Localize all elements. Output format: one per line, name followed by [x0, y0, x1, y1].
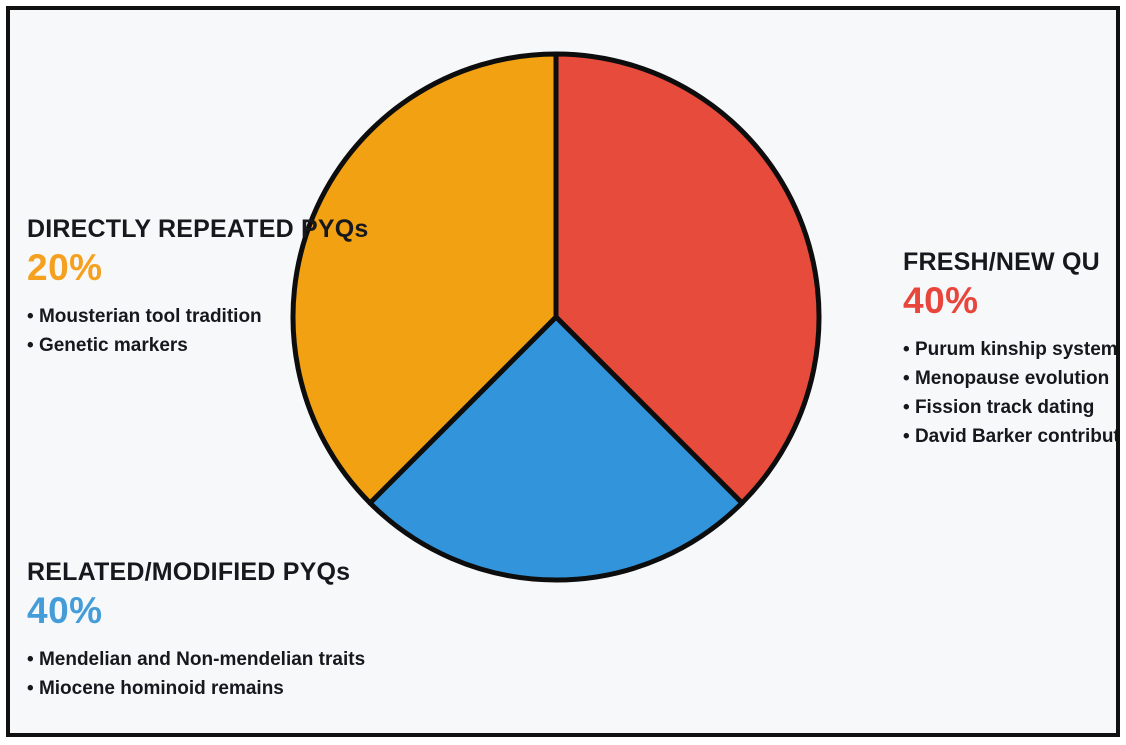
bullet-item: Mendelian and Non-mendelian traits — [27, 645, 365, 674]
slice-bullet-list: Mendelian and Non-mendelian traits Mioce… — [27, 645, 365, 703]
pie-slice-related-modified-pyqs — [367, 314, 745, 583]
pie-slice-fresh-new-questions — [553, 51, 822, 506]
slice-bullet-list: Purum kinship system Menopause evolution… — [903, 335, 1116, 451]
legend-fresh-new-questions: FRESH/NEW QU 40% Purum kinship system Me… — [903, 248, 1116, 451]
bullet-item: David Barker contribut — [903, 422, 1116, 451]
slice-bullet-list: Mousterian tool tradition Genetic marker… — [27, 302, 369, 360]
pie-slice-directly-repeated-pyqs — [290, 51, 559, 506]
bullet-item: Mousterian tool tradition — [27, 302, 369, 331]
slice-title: RELATED/MODIFIED PYQs — [27, 558, 351, 586]
slice-title: FRESH/NEW QU — [903, 248, 1100, 276]
legend-related-modified-pyqs: RELATED/MODIFIED PYQs 40% Mendelian and … — [27, 558, 365, 703]
bullet-item: Fission track dating — [903, 393, 1116, 422]
slice-title: DIRECTLY REPEATED PYQs — [27, 215, 369, 243]
slice-percentage: 40% — [27, 590, 103, 631]
legend-directly-repeated-pyqs: DIRECTLY REPEATED PYQs 20% Mousterian to… — [27, 215, 369, 360]
chart-frame: DIRECTLY REPEATED PYQs 20% Mousterian to… — [6, 6, 1120, 737]
bullet-item: Genetic markers — [27, 331, 369, 360]
bullet-item: Purum kinship system — [903, 335, 1116, 364]
pie-chart — [290, 51, 822, 583]
slice-percentage: 20% — [27, 247, 103, 288]
slice-percentage: 40% — [903, 280, 979, 321]
bullet-item: Miocene hominoid remains — [27, 674, 365, 703]
bullet-item: Menopause evolution — [903, 364, 1116, 393]
